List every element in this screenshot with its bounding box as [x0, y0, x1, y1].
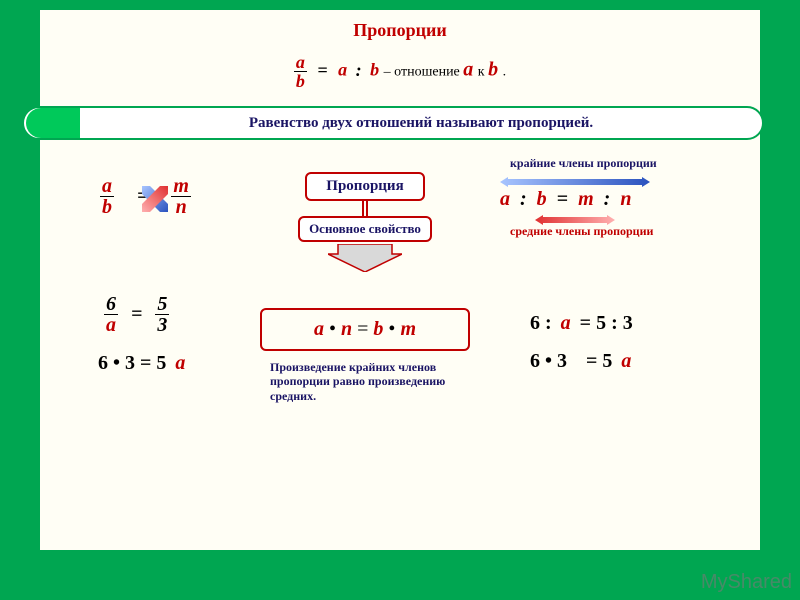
proportion-box: Пропорция	[305, 172, 425, 201]
right-example-line1: 6 : a = 5 : 3	[530, 312, 633, 335]
equals: =	[317, 60, 327, 80]
banner-text: Равенство двух отношений называют пропор…	[80, 115, 762, 132]
definition-banner: Равенство двух отношений называют пропор…	[22, 106, 764, 140]
box-connector	[362, 201, 368, 217]
means-arrow	[535, 212, 615, 220]
right-example-line2: 6 • 3 = 5 a	[530, 350, 631, 373]
lower-section: 6 a = 5 3 6 • 3 = 5 a a • n = b • m Прои…	[40, 294, 760, 474]
extremes-label: крайние члены пропорции	[510, 156, 657, 171]
watermark: MyShared	[701, 571, 792, 594]
middle-section: a b = m n	[40, 154, 760, 294]
banner-container: Равенство двух отношений называют пропор…	[40, 106, 760, 146]
formula-caption: Произведение крайних членов пропорции ра…	[270, 360, 460, 403]
slide-page: Пропорции a b = a : b – отношение a к b …	[40, 10, 760, 550]
chevron-down-icon	[328, 244, 402, 272]
left-example-product: 6 • 3 = 5 a	[98, 352, 185, 375]
left-example-fraction: 6 a = 5 3	[104, 294, 169, 335]
property-box: Основное свойство	[298, 216, 432, 242]
fraction-ab: a b	[294, 53, 307, 90]
cross-arrows-icon	[140, 184, 170, 214]
means-label: средние члены пропорции	[510, 224, 653, 239]
main-formula-box: a • n = b • m	[260, 308, 470, 351]
right-proportion-eq: a : b = m : n	[500, 188, 631, 211]
extremes-arrow	[500, 174, 650, 182]
page-title: Пропорции	[40, 10, 760, 41]
definition-line: a b = a : b – отношение a к b .	[40, 53, 760, 90]
banner-tab	[26, 108, 80, 138]
